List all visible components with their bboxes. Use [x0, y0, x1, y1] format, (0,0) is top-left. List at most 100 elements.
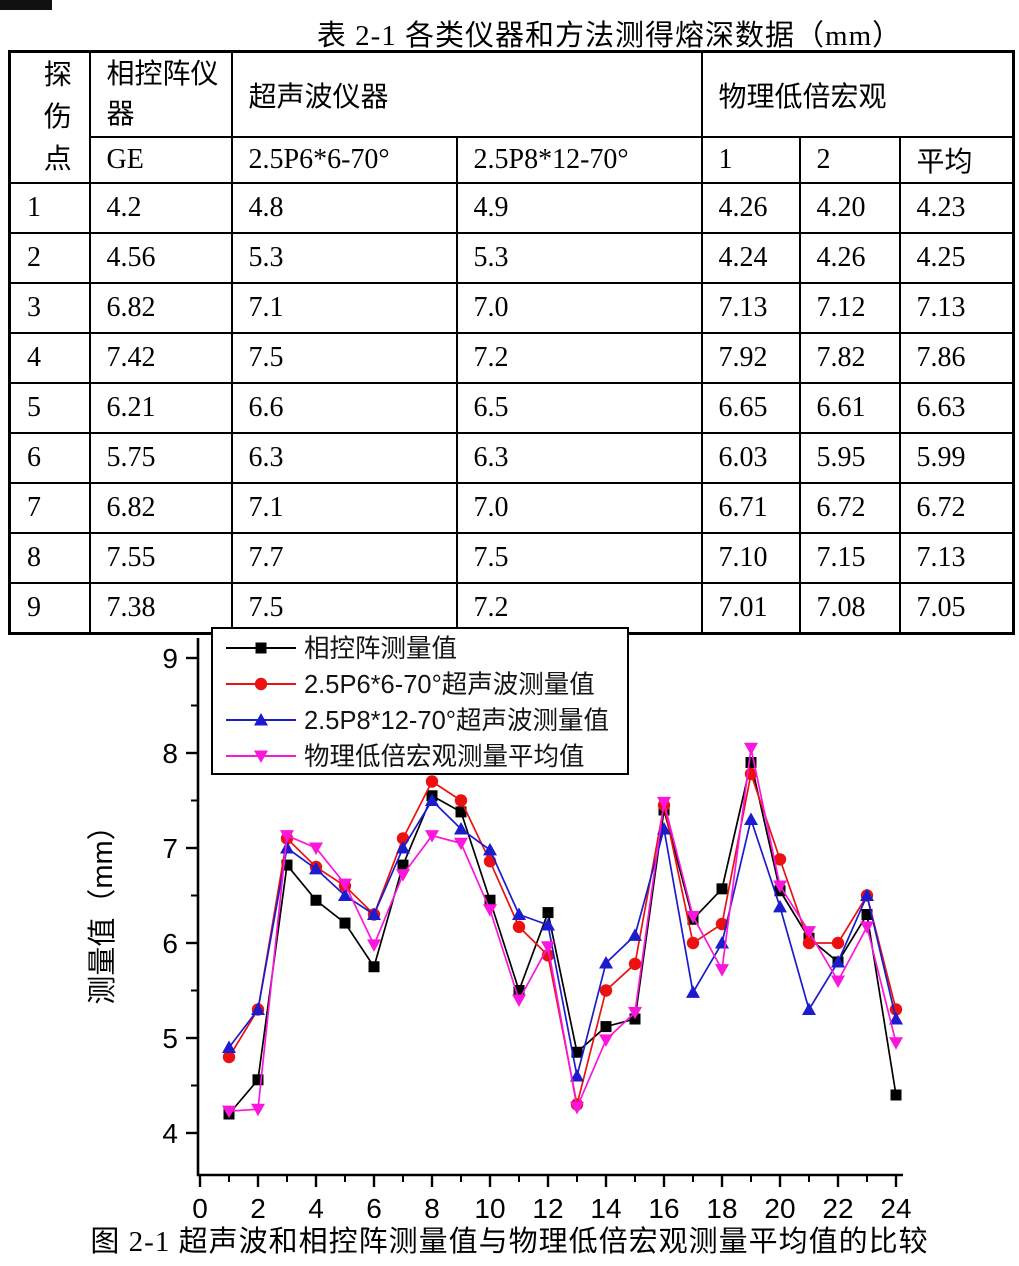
data-point-triangle-up — [512, 907, 526, 920]
data-point-circle — [686, 936, 700, 950]
data-point-triangle-up — [309, 861, 323, 875]
table-cell: 6.72 — [898, 482, 1015, 534]
table-cell: 7.7 — [230, 532, 458, 584]
y-tick-label: 8 — [162, 738, 178, 769]
table-cell: 7.13 — [700, 282, 801, 334]
x-tick-label: 2 — [250, 1193, 266, 1218]
table-cell: 7.82 — [798, 332, 901, 384]
series-line — [228, 748, 897, 1112]
table-cell: 7.5 — [455, 532, 703, 584]
table-cell: 6.63 — [898, 382, 1015, 434]
table-cell: 4.26 — [798, 232, 901, 284]
table-cell: 6.82 — [88, 282, 233, 334]
data-point-triangle-down — [541, 941, 555, 954]
table-cell: 4 — [8, 332, 91, 384]
data-point-circle — [773, 853, 787, 866]
data-point-triangle-up — [251, 1002, 265, 1015]
data-point-square — [571, 1046, 583, 1058]
x-tick-label: 6 — [366, 1193, 382, 1218]
header-ultrasonic-group: 超声波仪器 — [230, 50, 703, 138]
x-tick-label: 8 — [424, 1193, 440, 1218]
data-point-square — [281, 859, 293, 871]
table-cell: 5.99 — [898, 432, 1015, 484]
legend-label: 物理低倍宏观测量平均值 — [304, 743, 585, 771]
data-point-triangle-down — [744, 742, 758, 756]
data-point-square — [397, 859, 409, 871]
data-point-triangle-up — [254, 713, 268, 726]
table-cell: 7.13 — [898, 532, 1015, 584]
table-cell: 6.65 — [700, 382, 801, 434]
data-point-triangle-down — [483, 904, 497, 917]
series-line — [228, 762, 897, 1115]
data-point-triangle-up — [889, 1012, 903, 1025]
x-tick-label: 14 — [590, 1193, 621, 1218]
table-row: 4 7.42 7.5 7.2 7.92 7.82 7.86 — [8, 332, 1015, 384]
data-point-square — [890, 1089, 902, 1101]
data-point-triangle-down — [338, 878, 352, 892]
data-point-triangle-down — [251, 1103, 265, 1117]
data-point-square — [542, 907, 554, 919]
table-cell: 5.3 — [455, 232, 703, 284]
table-row: 5 6.21 6.6 6.5 6.65 6.61 6.63 — [8, 382, 1015, 434]
table-cell: 9 — [8, 582, 91, 635]
table-cell: 6.3 — [455, 432, 703, 484]
table-cell: 4.26 — [700, 182, 801, 234]
data-point-triangle-down — [425, 830, 439, 843]
x-tick-label: 20 — [764, 1193, 795, 1218]
data-point-square — [252, 1074, 264, 1086]
table-row: 6 5.75 6.3 6.3 6.03 5.95 5.99 — [8, 432, 1015, 484]
data-point-circle — [425, 775, 439, 788]
x-tick-label: 24 — [880, 1193, 911, 1218]
table-cell: 4.8 — [230, 182, 458, 234]
table-cell: 7.1 — [230, 282, 458, 334]
data-point-triangle-down — [657, 796, 671, 810]
data-point-triangle-up — [454, 822, 468, 835]
series-line — [228, 770, 897, 1105]
table-cell: 7.12 — [798, 282, 901, 334]
header-probe-point: 探伤点 — [8, 50, 91, 184]
table-cell: 4.2 — [88, 182, 233, 234]
table-cell: 6.82 — [88, 482, 233, 534]
data-point-triangle-down — [715, 964, 729, 977]
table-cell: 7.55 — [88, 532, 233, 584]
table-cell: 6 — [8, 432, 91, 484]
table-cell: 5.95 — [798, 432, 901, 484]
subheader-probe-2-5p8: 2.5P8*12-70° — [455, 136, 703, 184]
table-cell: 6.03 — [700, 432, 801, 484]
data-point-triangle-up — [425, 793, 439, 806]
table-cell: 7.10 — [700, 532, 801, 584]
y-tick-label: 5 — [162, 1023, 178, 1054]
table-cell: 4.23 — [898, 182, 1015, 234]
table-cell: 7.0 — [455, 482, 703, 534]
data-point-square — [255, 642, 267, 654]
table-title: 表 2-1 各类仪器和方法测得熔深数据（mm） — [316, 20, 903, 52]
data-point-square — [484, 894, 496, 906]
data-point-triangle-up — [483, 842, 497, 856]
data-point-triangle-down — [570, 1101, 584, 1115]
data-point-triangle-down — [802, 926, 816, 939]
table-row: 9 7.38 7.5 7.2 7.01 7.08 7.05 — [8, 582, 1015, 635]
data-point-triangle-up — [773, 899, 787, 913]
table-cell: 6.71 — [700, 482, 801, 534]
data-point-triangle-down — [860, 921, 874, 934]
data-point-triangle-up — [628, 928, 642, 941]
table-cell: 4.56 — [88, 232, 233, 284]
data-point-triangle-down — [254, 750, 268, 763]
table-cell: 5 — [8, 382, 91, 434]
series-2 — [222, 767, 903, 1111]
table-cell: 6.61 — [798, 382, 901, 434]
data-point-triangle-up — [367, 907, 381, 920]
series-4 — [222, 742, 903, 1119]
data-point-circle — [802, 936, 816, 950]
x-tick-label: 0 — [192, 1193, 208, 1218]
table-cell: 2 — [8, 232, 91, 284]
data-point-triangle-down — [831, 975, 845, 988]
table-header-row-2: GE 2.5P6*6-70° 2.5P8*12-70° 1 2 平均 — [10, 136, 1015, 184]
y-tick-label: 6 — [162, 928, 178, 959]
data-point-triangle-up — [802, 1002, 816, 1015]
data-point-triangle-up — [222, 1040, 236, 1053]
table-cell: 6.6 — [230, 382, 458, 434]
table-cell: 3 — [8, 282, 91, 334]
header-physical-group: 物理低倍宏观 — [700, 50, 1015, 138]
